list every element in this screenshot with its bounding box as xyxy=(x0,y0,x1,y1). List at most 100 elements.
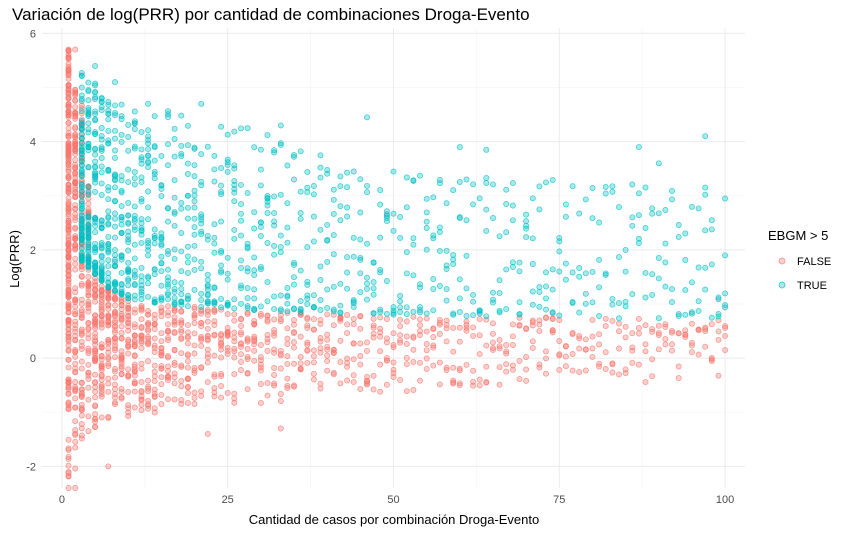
data-point xyxy=(65,205,72,212)
data-point xyxy=(158,268,165,275)
data-point xyxy=(722,347,729,354)
data-point xyxy=(138,174,145,181)
data-point xyxy=(145,280,152,287)
data-point xyxy=(702,286,709,293)
data-point xyxy=(344,169,351,176)
data-point xyxy=(98,292,105,299)
data-point xyxy=(410,313,417,320)
data-point xyxy=(543,269,549,276)
data-point xyxy=(383,357,390,364)
data-point xyxy=(118,306,125,313)
data-point xyxy=(443,321,450,328)
data-point xyxy=(264,379,271,386)
data-point xyxy=(390,304,397,311)
data-point xyxy=(364,296,370,303)
data-point xyxy=(218,269,225,276)
data-point xyxy=(582,367,589,374)
data-point xyxy=(251,335,258,342)
data-point xyxy=(543,283,549,290)
data-point xyxy=(98,95,105,102)
data-point xyxy=(662,336,669,343)
data-point xyxy=(669,299,675,306)
data-point xyxy=(324,352,331,359)
data-point xyxy=(509,342,516,348)
data-point xyxy=(165,296,171,303)
data-point xyxy=(131,108,138,115)
data-point xyxy=(158,297,165,304)
data-point xyxy=(271,372,278,378)
data-point xyxy=(112,335,118,341)
data-point xyxy=(695,351,702,358)
data-point xyxy=(78,342,85,349)
data-point xyxy=(238,323,244,329)
data-point xyxy=(370,291,377,298)
data-point xyxy=(364,373,370,380)
data-point xyxy=(112,234,118,241)
data-point xyxy=(165,363,171,370)
data-point xyxy=(92,219,99,226)
data-point xyxy=(377,314,384,321)
data-point xyxy=(330,251,337,258)
y-tick-label: 2 xyxy=(30,245,36,257)
data-point xyxy=(456,367,463,374)
data-point xyxy=(304,341,311,348)
data-point xyxy=(65,347,72,354)
data-point xyxy=(443,338,450,345)
data-point xyxy=(138,282,145,289)
data-point xyxy=(450,364,457,371)
data-point xyxy=(118,203,125,210)
data-point xyxy=(198,319,205,326)
data-point xyxy=(271,218,278,225)
data-point xyxy=(582,290,589,297)
data-point xyxy=(125,344,132,350)
data-point xyxy=(271,306,278,313)
data-point xyxy=(337,309,344,316)
data-point xyxy=(602,315,609,322)
data-point xyxy=(145,326,152,333)
data-point xyxy=(224,254,231,261)
data-point xyxy=(98,155,105,162)
data-point xyxy=(184,333,191,340)
data-point xyxy=(165,291,171,298)
data-point xyxy=(72,444,79,451)
data-point xyxy=(715,328,722,335)
data-point xyxy=(131,145,138,152)
data-point xyxy=(85,361,92,368)
data-point xyxy=(112,197,118,204)
data-point xyxy=(291,329,297,336)
data-point xyxy=(98,344,105,351)
data-point xyxy=(423,315,430,322)
data-point xyxy=(78,167,85,173)
data-point xyxy=(145,319,152,326)
data-point xyxy=(284,385,291,392)
data-point xyxy=(112,345,118,352)
data-point xyxy=(490,320,496,327)
data-point xyxy=(65,462,72,469)
data-point xyxy=(655,255,662,261)
data-point xyxy=(549,329,556,336)
data-point xyxy=(370,386,377,393)
data-point xyxy=(204,300,211,307)
data-point xyxy=(383,211,390,218)
data-point xyxy=(330,232,337,239)
data-point xyxy=(688,342,695,349)
data-point xyxy=(184,375,191,382)
data-point xyxy=(72,131,79,138)
data-point xyxy=(92,215,99,222)
data-point xyxy=(224,344,231,351)
data-point xyxy=(463,176,470,183)
data-point xyxy=(529,195,536,202)
data-point xyxy=(317,307,324,313)
x-tick-label: 50 xyxy=(387,494,399,506)
data-point xyxy=(675,330,682,337)
data-point xyxy=(397,339,404,346)
data-point xyxy=(218,247,225,254)
data-point xyxy=(118,370,125,377)
x-tick-label: 0 xyxy=(59,494,65,506)
data-point xyxy=(688,203,695,210)
data-point xyxy=(65,161,72,168)
data-point xyxy=(145,127,152,134)
data-point xyxy=(72,97,79,104)
data-point xyxy=(430,235,437,242)
